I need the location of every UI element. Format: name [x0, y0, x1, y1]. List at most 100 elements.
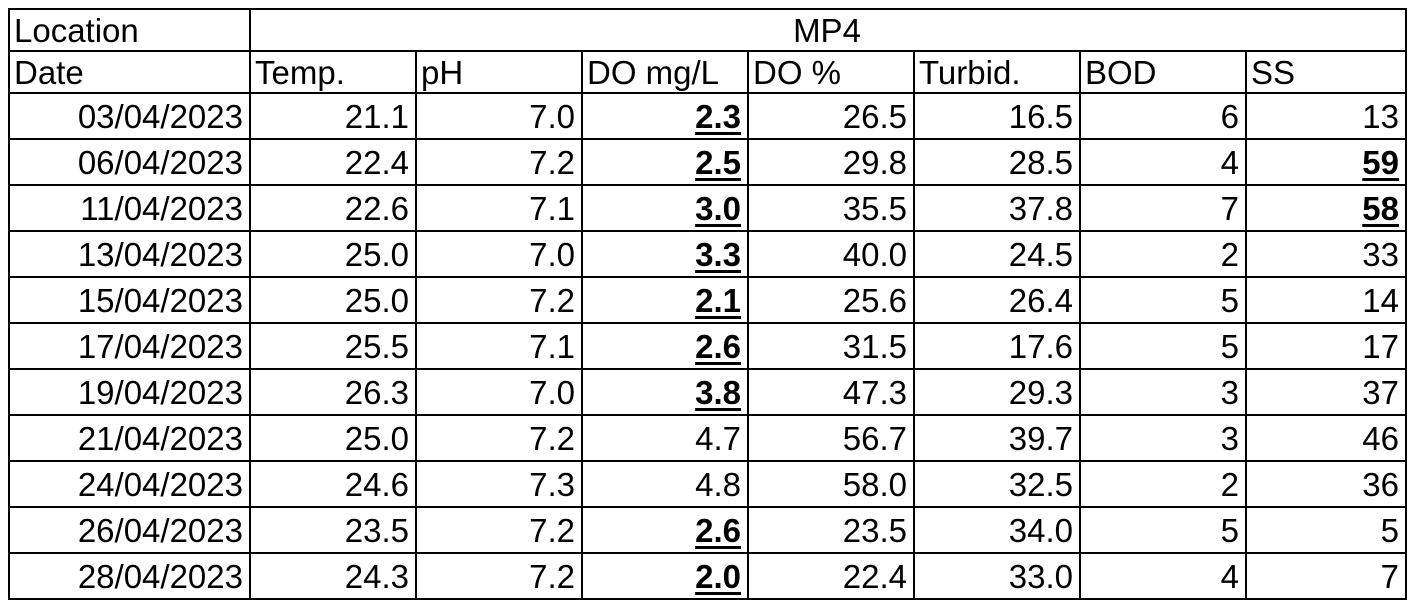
location-label: Location [8, 8, 251, 52]
column-header-temp: Temp. [249, 50, 417, 94]
cell-bod: 2 [1079, 230, 1247, 278]
cell-ph: 7.1 [415, 184, 583, 232]
cell-do-mgl: 3.0 [581, 184, 749, 232]
cell-ss: 14 [1245, 276, 1407, 324]
cell-ss: 33 [1245, 230, 1407, 278]
cell-do-percent: 40.0 [747, 230, 915, 278]
table-container: Location MP4 Date Temp. pH DO mg/L DO % … [8, 8, 1407, 600]
cell-temp: 25.0 [249, 230, 417, 278]
cell-date: 15/04/2023 [8, 276, 251, 324]
cell-date: 17/04/2023 [8, 322, 251, 370]
cell-temp: 22.6 [249, 184, 417, 232]
cell-do-percent: 23.5 [747, 506, 915, 554]
cell-ph: 7.1 [415, 322, 583, 370]
column-header-turbidity: Turbid. [913, 50, 1081, 94]
cell-turbidity: 33.0 [913, 552, 1081, 600]
cell-temp: 24.3 [249, 552, 417, 600]
cell-bod: 7 [1079, 184, 1247, 232]
cell-date: 24/04/2023 [8, 460, 251, 508]
cell-ph: 7.0 [415, 230, 583, 278]
cell-ss: 36 [1245, 460, 1407, 508]
cell-do-percent: 47.3 [747, 368, 915, 416]
cell-ph: 7.2 [415, 414, 583, 462]
cell-do-percent: 35.5 [747, 184, 915, 232]
cell-bod: 5 [1079, 322, 1247, 370]
cell-ph: 7.2 [415, 506, 583, 554]
cell-ss: 5 [1245, 506, 1407, 554]
cell-date: 19/04/2023 [8, 368, 251, 416]
column-header-row: Date Temp. pH DO mg/L DO % Turbid. BOD S… [8, 50, 1407, 94]
cell-temp: 21.1 [249, 92, 417, 140]
cell-date: 21/04/2023 [8, 414, 251, 462]
cell-ph: 7.3 [415, 460, 583, 508]
location-row: Location MP4 [8, 8, 1407, 52]
table-row: 03/04/2023 21.1 7.0 2.3 26.5 16.5 6 13 [8, 92, 1407, 140]
table-row: 21/04/2023 25.0 7.2 4.7 56.7 39.7 3 46 [8, 414, 1407, 462]
table-row: 24/04/2023 24.6 7.3 4.8 58.0 32.5 2 36 [8, 460, 1407, 508]
cell-turbidity: 26.4 [913, 276, 1081, 324]
column-header-bod: BOD [1079, 50, 1247, 94]
table-row: 15/04/2023 25.0 7.2 2.1 25.6 26.4 5 14 [8, 276, 1407, 324]
cell-temp: 25.5 [249, 322, 417, 370]
cell-do-mgl: 2.6 [581, 506, 749, 554]
cell-temp: 24.6 [249, 460, 417, 508]
cell-do-percent: 58.0 [747, 460, 915, 508]
cell-turbidity: 17.6 [913, 322, 1081, 370]
cell-turbidity: 29.3 [913, 368, 1081, 416]
cell-date: 28/04/2023 [8, 552, 251, 600]
cell-ss: 13 [1245, 92, 1407, 140]
column-header-date: Date [8, 50, 251, 94]
cell-date: 26/04/2023 [8, 506, 251, 554]
table-row: 19/04/2023 26.3 7.0 3.8 47.3 29.3 3 37 [8, 368, 1407, 416]
table-row: 13/04/2023 25.0 7.0 3.3 40.0 24.5 2 33 [8, 230, 1407, 278]
cell-do-mgl: 3.3 [581, 230, 749, 278]
column-header-ph: pH [415, 50, 583, 94]
cell-ph: 7.0 [415, 368, 583, 416]
cell-temp: 22.4 [249, 138, 417, 186]
cell-date: 03/04/2023 [8, 92, 251, 140]
cell-turbidity: 16.5 [913, 92, 1081, 140]
cell-bod: 4 [1079, 552, 1247, 600]
table-row: 26/04/2023 23.5 7.2 2.6 23.5 34.0 5 5 [8, 506, 1407, 554]
cell-do-percent: 29.8 [747, 138, 915, 186]
cell-bod: 4 [1079, 138, 1247, 186]
table-row: 17/04/2023 25.5 7.1 2.6 31.5 17.6 5 17 [8, 322, 1407, 370]
cell-bod: 6 [1079, 92, 1247, 140]
cell-turbidity: 34.0 [913, 506, 1081, 554]
cell-ph: 7.0 [415, 92, 583, 140]
cell-do-mgl: 4.7 [581, 414, 749, 462]
cell-do-mgl: 4.8 [581, 460, 749, 508]
cell-temp: 25.0 [249, 414, 417, 462]
cell-do-percent: 25.6 [747, 276, 915, 324]
cell-bod: 3 [1079, 368, 1247, 416]
table-row: 11/04/2023 22.6 7.1 3.0 35.5 37.8 7 58 [8, 184, 1407, 232]
cell-do-percent: 56.7 [747, 414, 915, 462]
cell-ss: 58 [1245, 184, 1407, 232]
cell-date: 06/04/2023 [8, 138, 251, 186]
cell-bod: 2 [1079, 460, 1247, 508]
cell-date: 11/04/2023 [8, 184, 251, 232]
location-value: MP4 [249, 8, 1407, 52]
cell-do-percent: 31.5 [747, 322, 915, 370]
cell-ss: 46 [1245, 414, 1407, 462]
cell-ph: 7.2 [415, 552, 583, 600]
cell-do-mgl: 2.3 [581, 92, 749, 140]
water-quality-table: Location MP4 Date Temp. pH DO mg/L DO % … [8, 8, 1407, 600]
cell-ph: 7.2 [415, 138, 583, 186]
cell-do-percent: 22.4 [747, 552, 915, 600]
cell-temp: 23.5 [249, 506, 417, 554]
table-row: 06/04/2023 22.4 7.2 2.5 29.8 28.5 4 59 [8, 138, 1407, 186]
cell-turbidity: 28.5 [913, 138, 1081, 186]
cell-turbidity: 24.5 [913, 230, 1081, 278]
cell-date: 13/04/2023 [8, 230, 251, 278]
cell-temp: 25.0 [249, 276, 417, 324]
cell-bod: 5 [1079, 506, 1247, 554]
cell-turbidity: 32.5 [913, 460, 1081, 508]
cell-do-mgl: 2.0 [581, 552, 749, 600]
cell-turbidity: 39.7 [913, 414, 1081, 462]
cell-ss: 37 [1245, 368, 1407, 416]
column-header-do-percent: DO % [747, 50, 915, 94]
cell-temp: 26.3 [249, 368, 417, 416]
cell-do-mgl: 2.6 [581, 322, 749, 370]
cell-do-mgl: 2.5 [581, 138, 749, 186]
